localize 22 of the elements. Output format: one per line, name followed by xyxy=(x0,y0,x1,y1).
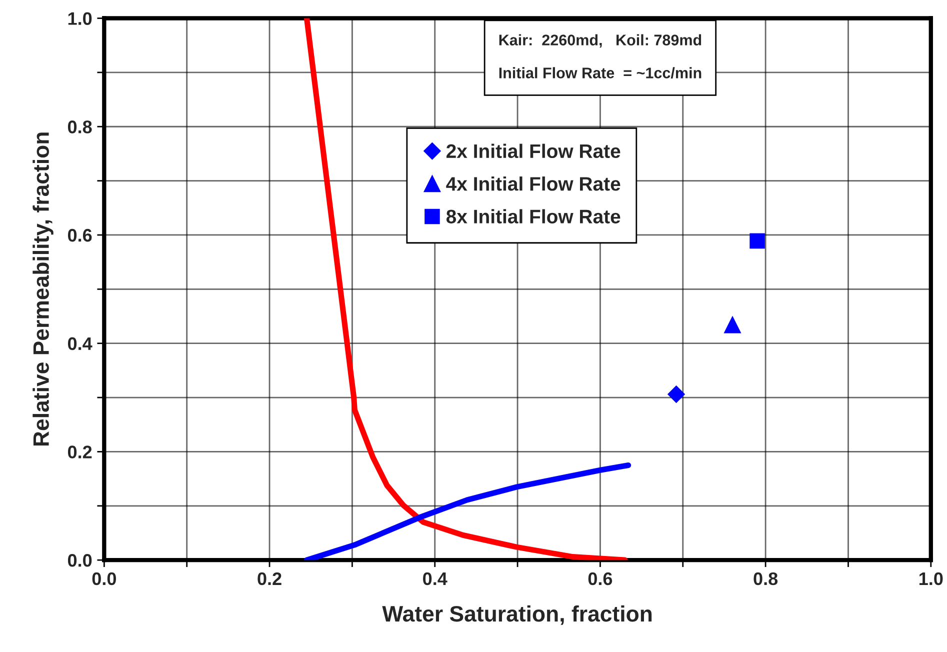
point xyxy=(724,316,741,334)
x-tick-label: 0.4 xyxy=(423,572,448,586)
annotation: Kair: 2260md, Koil: 789md xyxy=(499,34,702,48)
x-tick-label: 0.6 xyxy=(588,572,612,586)
x-tick-label: 0.2 xyxy=(258,572,282,586)
legend-label: 4x Initial Flow Rate xyxy=(446,176,620,191)
x-tick-label: 0.0 xyxy=(92,572,116,586)
y-tick-label: 0.4 xyxy=(68,337,92,350)
x-tick-label: 0.8 xyxy=(754,572,778,586)
x-axis-title: Water Saturation, fraction xyxy=(382,605,652,625)
y-tick-label: 1.0 xyxy=(68,12,92,25)
legend-label: 2x Initial Flow Rate xyxy=(446,144,620,158)
x-tick-label: 1.0 xyxy=(919,572,943,586)
y-tick-label: 0.6 xyxy=(68,228,92,242)
y-tick-label: 0.2 xyxy=(68,446,92,458)
annotation: Initial Flow Rate = ~1cc/min xyxy=(499,67,702,79)
y-tick-label: 0.0 xyxy=(68,554,92,567)
legend-label: 8x Initial Flow Rate xyxy=(446,209,620,224)
point xyxy=(668,386,685,403)
y-tick-label: 0.8 xyxy=(68,120,92,134)
point xyxy=(750,233,765,249)
y-axis-title: Relative Permeability, fraction xyxy=(32,132,54,446)
